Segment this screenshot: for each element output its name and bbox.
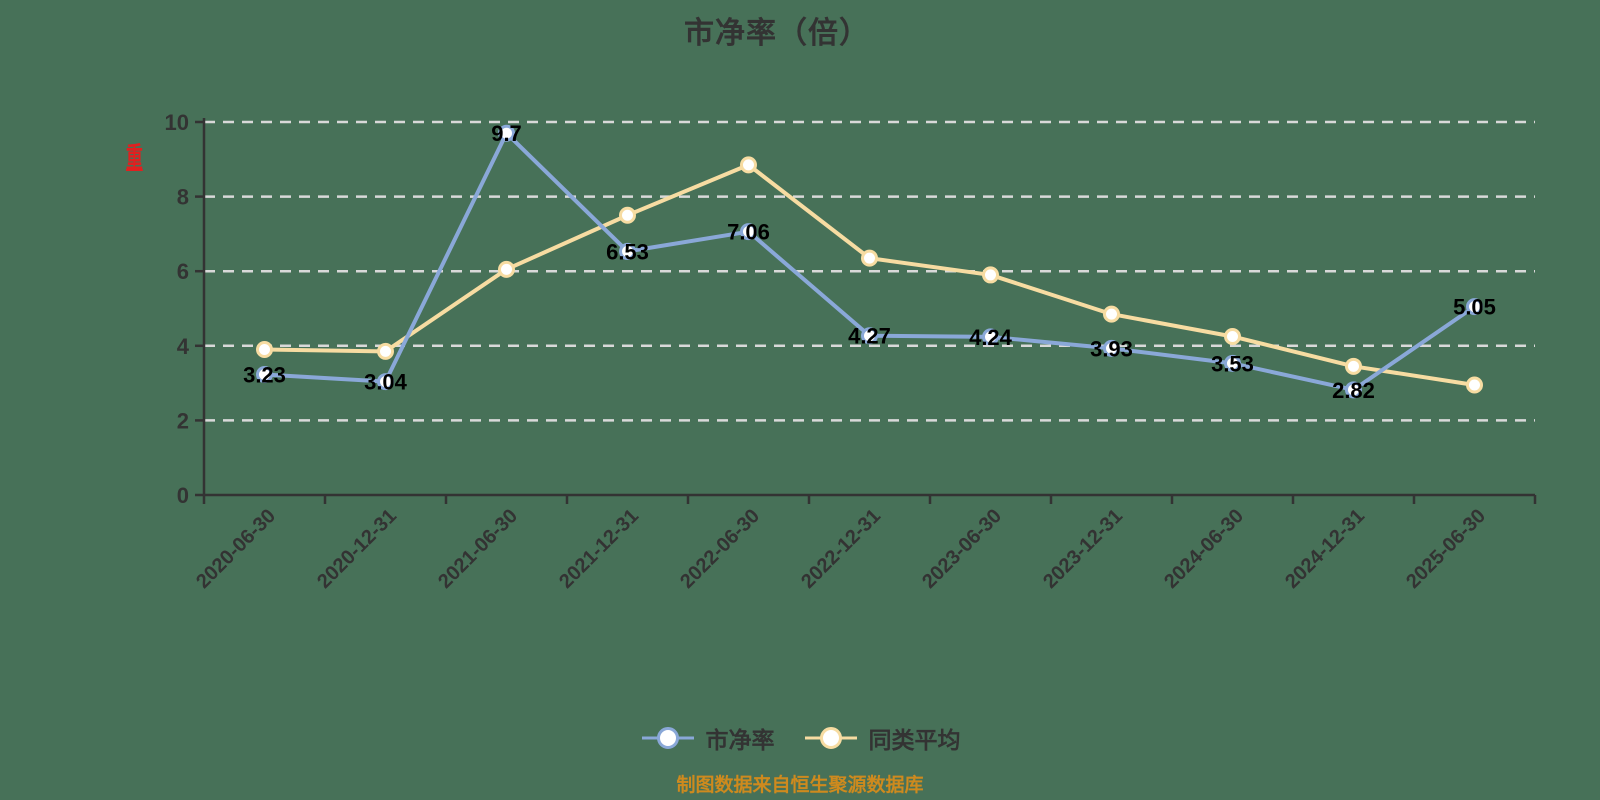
data-label: 3.53 — [1211, 351, 1254, 376]
data-point-市净率[interactable] — [1103, 339, 1120, 357]
y-tick-label: 0 — [177, 483, 189, 508]
x-tick-label: 2021-12-31 — [555, 505, 643, 593]
data-label: 7.06 — [727, 220, 770, 245]
x-tick-label: 2023-06-30 — [918, 505, 1006, 593]
data-label: 5.05 — [1453, 295, 1496, 320]
legend: 市净率 同类平均 — [0, 712, 1600, 764]
x-tick-label: 2021-06-30 — [434, 505, 522, 593]
data-point-同类平均[interactable] — [982, 266, 999, 284]
data-point-市净率[interactable] — [861, 327, 878, 345]
y-tick-label: 10 — [165, 110, 189, 135]
data-label: 9.7 — [491, 121, 522, 146]
data-point-市净率[interactable] — [1224, 354, 1241, 372]
data-point-市净率[interactable] — [256, 366, 273, 384]
data-point-市净率[interactable] — [982, 328, 999, 346]
data-label: 2.82 — [1332, 378, 1375, 403]
y-tick-label: 8 — [177, 185, 189, 210]
data-label: 3.23 — [243, 363, 286, 388]
data-point-同类平均[interactable] — [619, 206, 636, 224]
data-point-同类平均[interactable] — [1103, 305, 1120, 323]
series-line-同类平均 — [262, 162, 1477, 387]
data-point-市净率[interactable] — [619, 242, 636, 260]
red-watermark: 重 — [126, 142, 143, 173]
x-tick-label: 2022-06-30 — [676, 505, 764, 593]
data-point-同类平均[interactable] — [740, 156, 757, 174]
data-point-同类平均[interactable] — [498, 260, 515, 278]
data-point-市净率[interactable] — [377, 373, 394, 391]
y-tick-label: 2 — [177, 408, 189, 433]
data-point-同类平均[interactable] — [861, 249, 878, 267]
legend-item-average[interactable]: 同类平均 — [803, 721, 961, 755]
legend-label-pbr: 市净率 — [705, 727, 775, 753]
average-legend-marker-icon — [804, 727, 857, 749]
x-tick-label: 2020-12-31 — [313, 505, 401, 593]
data-label: 4.27 — [848, 324, 891, 349]
data-point-同类平均[interactable] — [1466, 376, 1483, 394]
legend-item-pbr[interactable]: 市净率 — [640, 721, 775, 755]
chart-title: 市净率（倍） — [684, 17, 870, 50]
data-label: 3.93 — [1090, 336, 1133, 361]
x-tick-label: 2024-06-30 — [1160, 505, 1248, 593]
data-point-同类平均[interactable] — [1224, 327, 1241, 345]
data-point-同类平均[interactable] — [377, 342, 394, 360]
data-label: 6.53 — [606, 239, 649, 264]
data-point-市净率[interactable] — [740, 223, 757, 241]
data-point-市净率[interactable] — [498, 124, 515, 142]
legend-label-average: 同类平均 — [868, 727, 961, 753]
x-tick-label: 2024-12-31 — [1281, 505, 1369, 593]
data-source-note: 制图数据来自恒生聚源数据库 — [676, 775, 924, 796]
x-tick-label: 2025-06-30 — [1402, 505, 1490, 593]
x-tick-label: 2023-12-31 — [1039, 505, 1127, 593]
y-tick-label: 6 — [177, 259, 189, 284]
data-point-市净率[interactable] — [1466, 298, 1483, 316]
data-label: 3.04 — [364, 370, 408, 395]
data-point-同类平均[interactable] — [256, 341, 273, 359]
data-point-同类平均[interactable] — [1345, 357, 1362, 375]
x-tick-label: 2020-06-30 — [192, 505, 280, 593]
data-label: 4.24 — [969, 325, 1013, 350]
y-tick-label: 4 — [177, 334, 190, 359]
data-point-市净率[interactable] — [1345, 381, 1362, 399]
x-tick-label: 2022-12-31 — [797, 505, 885, 593]
pbr-legend-marker-icon — [641, 727, 694, 749]
